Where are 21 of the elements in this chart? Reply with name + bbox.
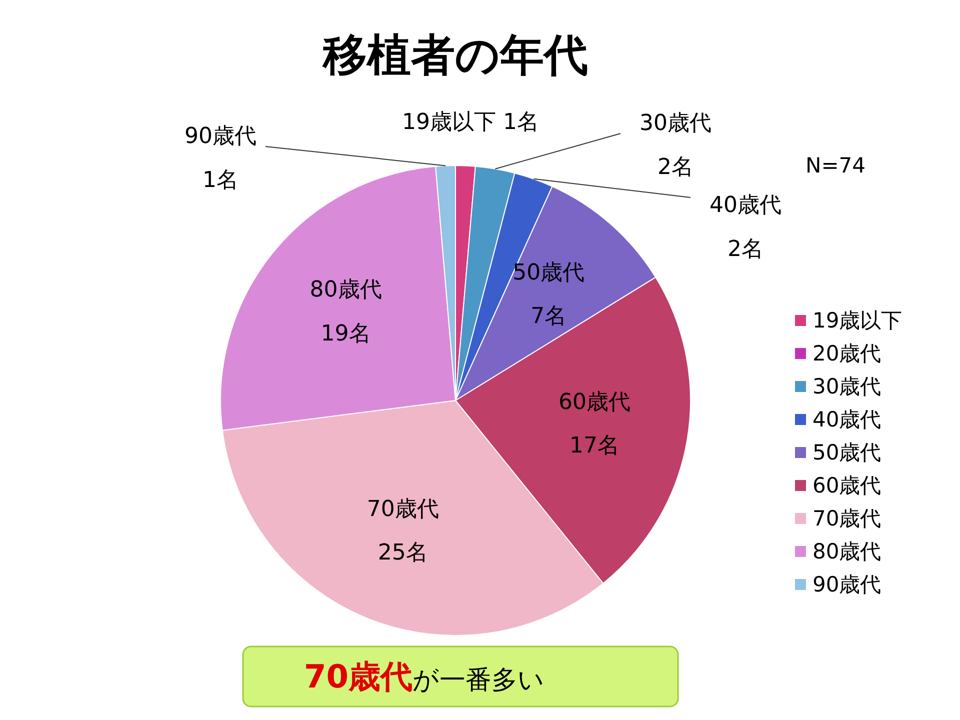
text: が一番多い — [412, 666, 544, 696]
data-label: 30歳代 2名 — [640, 111, 712, 180]
data-label: 60歳代 17名 — [558, 390, 630, 459]
text: 70歳代 — [304, 658, 412, 696]
chart-title: 移植者の年代 — [322, 30, 588, 81]
data-label: 80歳代 19名 — [310, 278, 382, 346]
legend-label: 70歳代 — [812, 506, 882, 530]
legend-label: 30歳代 — [812, 374, 882, 398]
data-label: 90歳代 1名 — [184, 124, 257, 193]
legend-label: 60歳代 — [812, 474, 882, 498]
legend-label: 90歳代 — [812, 572, 882, 596]
data-label: 50歳代 7名 — [512, 260, 585, 330]
legend-label: 19歳以下 — [812, 308, 902, 332]
legend-label: 80歳代 — [812, 540, 882, 564]
legend-label: 20歳代 — [812, 342, 882, 366]
legend-label: 50歳代 — [812, 440, 882, 464]
data-label: 40歳代 2名 — [710, 193, 782, 262]
legend-label: 40歳代 — [812, 408, 882, 432]
data-label: 19歳以下 1名 — [402, 110, 539, 135]
data-label: 70歳代 25名 — [366, 496, 439, 566]
text: N=74 — [805, 154, 866, 178]
